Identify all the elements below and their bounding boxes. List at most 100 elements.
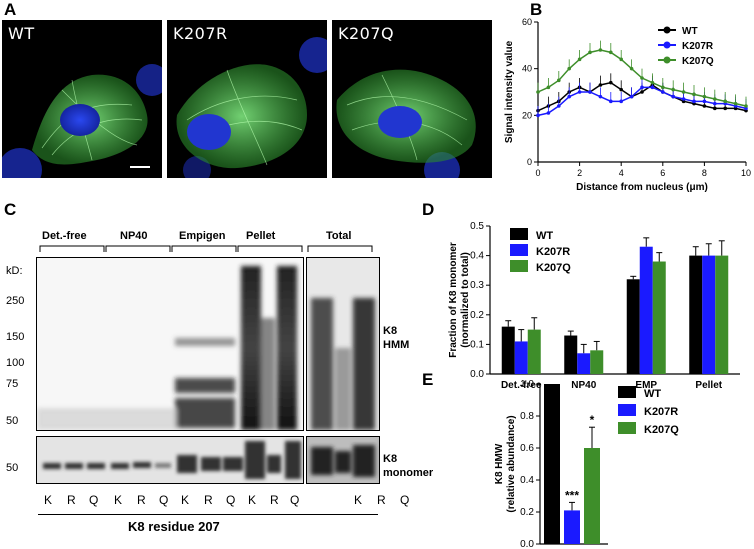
x-tick-label: 10 — [741, 168, 751, 178]
lane-label: R — [270, 493, 279, 507]
label-k8-monomer-line2: monomer — [383, 467, 434, 479]
blot-monomer-total — [306, 436, 380, 484]
data-point — [713, 97, 717, 101]
lane-underline — [38, 514, 378, 515]
kd-label: kD: — [6, 265, 23, 277]
data-point — [536, 90, 540, 94]
blot-group-pellet: Pellet — [246, 230, 276, 242]
micrograph-k207r-image — [176, 37, 327, 178]
significance-label: *** — [565, 488, 579, 502]
data-point — [650, 85, 655, 90]
kd-75: 75 — [6, 378, 19, 390]
blot-monomer-bands — [43, 441, 301, 479]
blot-group-empigen: Empigen — [179, 230, 226, 242]
y-axis-label: (relative abundance) — [506, 415, 517, 512]
micrograph-k207q-image — [336, 69, 476, 178]
data-point — [713, 101, 717, 106]
panel-c-blot: Det.-free NP40 Empigen Pellet Total kD: … — [0, 200, 433, 549]
data-point — [661, 85, 665, 90]
bar-K207Q — [715, 255, 729, 374]
y-tick-label: 40 — [522, 64, 532, 74]
bar-K207R — [564, 510, 580, 544]
chart-e: 0.0 0.2 0.4 0.6 0.8 1.0 K8 HMW (relative abunda… — [494, 379, 679, 549]
label-k8-hmm-line2: HMM — [383, 339, 410, 351]
data-point — [681, 97, 686, 101]
data-point — [692, 99, 696, 104]
lane-label: K — [181, 493, 190, 507]
legend-swatch — [618, 404, 636, 416]
bar-K207Q — [652, 261, 666, 374]
lane-label: K — [248, 493, 257, 507]
kd-100: 100 — [6, 357, 25, 369]
x-tick-label: 4 — [619, 168, 624, 178]
y-tick-label: 0.2 — [520, 507, 534, 518]
data-point — [536, 113, 540, 118]
x-axis-label: Distance from nucleus (μm) — [576, 182, 708, 193]
data-point — [723, 106, 727, 111]
data-point — [692, 92, 696, 97]
legend-marker — [663, 26, 671, 34]
blot-hmm-total — [306, 257, 380, 431]
data-point — [557, 78, 561, 83]
data-point — [588, 90, 592, 94]
lane-label: Q — [159, 493, 169, 507]
blot-x-title: K8 residue 207 — [128, 519, 220, 534]
micrograph-k207q: K207Q — [332, 20, 492, 178]
category-label: EMP — [635, 380, 657, 391]
data-point — [546, 111, 551, 115]
bar-K207R — [514, 341, 528, 374]
data-point — [661, 90, 665, 94]
data-point — [723, 99, 727, 104]
micrograph-k207r: K207R — [167, 20, 327, 178]
y-tick-label: 0.1 — [470, 339, 484, 350]
blot-group-np40: NP40 — [120, 230, 148, 242]
data-point — [713, 106, 717, 111]
lane-label: K — [354, 493, 363, 507]
data-point — [629, 94, 634, 99]
panel-label-c: C — [4, 200, 17, 219]
label-k8-hmm-line1: K8 — [383, 325, 398, 337]
legend-swatch — [510, 260, 528, 272]
data-point — [598, 83, 603, 87]
bar-K207Q — [584, 448, 600, 544]
blot-hmm-bands — [37, 266, 297, 430]
blot-monomer-total-bands — [311, 445, 375, 477]
y-axis-label: K8 HMW — [494, 443, 505, 484]
lane-label: R — [204, 493, 213, 507]
data-point — [598, 94, 603, 99]
micrograph-label: K207Q — [338, 24, 395, 43]
kd-50: 50 — [6, 415, 19, 427]
legend-swatch — [510, 244, 528, 256]
y-tick-label: 0.3 — [470, 280, 484, 291]
legend-marker — [663, 41, 671, 49]
data-point — [609, 50, 613, 55]
data-point — [619, 57, 623, 62]
legend-label: K207R — [536, 246, 570, 258]
lane-label: R — [67, 493, 76, 507]
y-tick-label: 0.6 — [520, 443, 534, 454]
label-k8-monomer: K8 monomer — [383, 452, 433, 480]
bar-K207Q — [527, 329, 541, 374]
bar-WT — [626, 279, 640, 374]
data-point — [567, 66, 571, 71]
bar-WT — [501, 326, 515, 374]
data-point — [671, 87, 675, 92]
category-label: NP40 — [571, 380, 596, 391]
bar-K207R — [639, 246, 653, 374]
lane-label: R — [137, 493, 146, 507]
data-point — [640, 76, 644, 80]
data-point — [619, 87, 623, 92]
x-tick-label: 2 — [577, 168, 582, 178]
legend-label: K207Q — [536, 262, 571, 274]
lane-label: Q — [400, 493, 410, 507]
data-point — [702, 94, 707, 99]
legend-marker — [663, 56, 671, 64]
panel-label-a: A — [4, 0, 17, 19]
bar-K207R — [577, 353, 591, 374]
x-tick-label: 6 — [660, 168, 665, 178]
micrograph-wt: WT — [2, 20, 162, 178]
blot-group-detfree: Det.-free — [42, 230, 87, 242]
legend-swatch — [618, 422, 636, 434]
data-point — [577, 90, 582, 94]
